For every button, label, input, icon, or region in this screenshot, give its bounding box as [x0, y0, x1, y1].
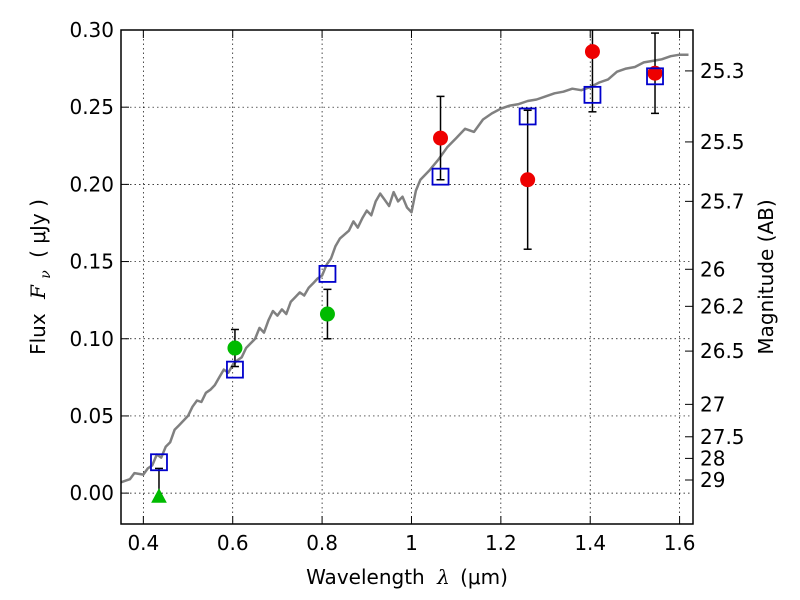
x-tick-label: 1.6	[664, 531, 696, 555]
error-bars-layer	[154, 30, 660, 497]
y2-tick-label: 28	[700, 446, 725, 470]
x-tick-label: 1.2	[485, 531, 517, 555]
model-point-square	[646, 67, 664, 86]
upper-limit-triangle	[151, 488, 167, 503]
data-point-circle	[584, 44, 600, 60]
data-point-circle	[319, 306, 335, 322]
x-axis-title-symbol: λ	[436, 565, 450, 589]
x-tick-label: 0.8	[306, 531, 338, 555]
plot-frame	[120, 29, 694, 525]
model-point-square	[518, 107, 537, 126]
y-axis-title-subscript: ν	[38, 270, 54, 279]
model-point-square	[431, 167, 450, 186]
data-point-circle	[520, 172, 536, 188]
y-tick-label: 0.30	[69, 18, 114, 42]
y2-tick-label: 26.2	[700, 294, 745, 318]
y-tick-label: 0.00	[69, 481, 114, 505]
y2-tick-label: 27	[700, 392, 725, 416]
model-point-square	[226, 360, 244, 379]
y2-tick-label: 29	[700, 468, 725, 492]
x-tick-label: 1	[405, 531, 418, 555]
x-tick-label: 1.4	[574, 531, 606, 555]
model-spectrum-layer	[120, 53, 689, 484]
model-point-square	[318, 265, 337, 283]
grid	[121, 29, 693, 524]
model-point-square	[150, 453, 168, 472]
data-markers-layer	[150, 44, 664, 503]
y-tick-label: 0.20	[69, 172, 114, 196]
x-axis-title: Wavelength λ (μm)	[306, 565, 508, 589]
y2-tick-label: 26	[700, 257, 725, 281]
y-tick-label: 0.15	[69, 250, 114, 274]
y-axis-title-unit: ( μJy )	[26, 199, 50, 258]
y2-tick-label: 25.7	[700, 189, 745, 213]
y-axis-title: Flux F ν ( μJy )	[26, 199, 55, 355]
y2-tick-label: 26.5	[700, 339, 745, 363]
y2-axis-title: Magnitude (AB)	[754, 199, 778, 354]
x-tick-label: 0.6	[217, 531, 249, 555]
x-axis-title-text: Wavelength	[306, 565, 425, 589]
y-tick-label: 0.05	[69, 404, 114, 428]
y-tick-label: 0.25	[69, 95, 114, 119]
data-point-circle	[227, 340, 243, 356]
y-axis-title-text: Flux	[26, 313, 50, 355]
data-point-circle	[433, 130, 449, 146]
x-tick-label: 0.4	[127, 531, 159, 555]
y2-tick-label: 25.3	[700, 59, 745, 83]
y-tick-label: 0.10	[69, 327, 114, 351]
model-point-square	[583, 85, 602, 104]
ticks-layer: 0.4 0.6 0.8 1 1.2 1.4 1.6 0.00 0.05 0.10 0.15 0.20 0…	[69, 18, 744, 555]
y-axis-title-symbol: F	[26, 284, 50, 300]
y2-tick-label: 27.5	[700, 425, 745, 449]
data-point-circle	[647, 65, 663, 81]
x-axis-title-unit: (μm)	[460, 565, 508, 589]
model-spectrum-line	[120, 53, 689, 484]
y2-tick-label: 25.5	[700, 130, 745, 154]
